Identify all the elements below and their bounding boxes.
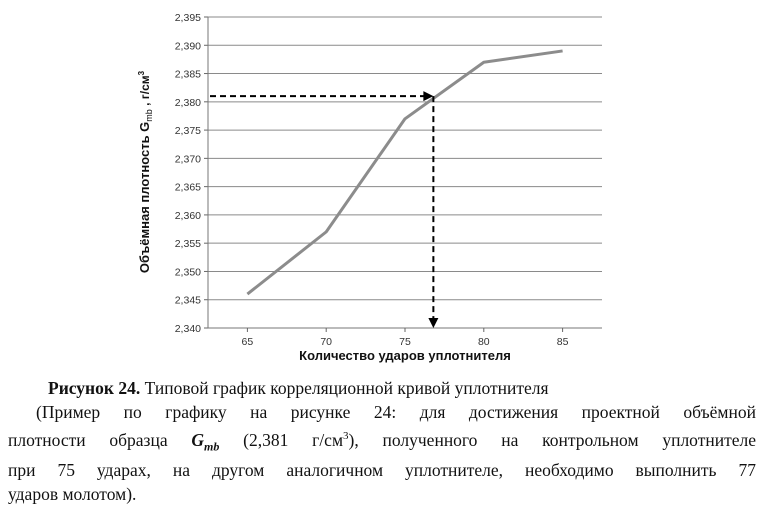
- x-tick-label: 65: [242, 336, 254, 348]
- y-tick-labels: 2,340 2,345 2,350 2,355 2,360 2,365 2,370 2,375…: [175, 12, 201, 335]
- arrowhead-right: [423, 91, 434, 102]
- caption-line-3: при 75 ударах, на другом аналогичном упл…: [8, 460, 756, 481]
- y-axis-title: Объёмная плотность Gmb , г/см3: [137, 70, 154, 273]
- arrowhead-down: [428, 318, 439, 328]
- caption-line-4: ударов молотом).: [8, 484, 137, 505]
- y-tick-label: 2,345: [175, 295, 201, 307]
- caption-line-1: (Пример по графику на рисунке 24: для до…: [36, 402, 756, 422]
- y-tick-label: 2,395: [175, 12, 201, 24]
- series-line: [246, 49, 563, 296]
- axes: [204, 16, 602, 332]
- x-tick-label: 70: [320, 336, 332, 348]
- y-tick-label: 2,355: [175, 238, 201, 250]
- x-tick-labels: 65 70 75 80 85: [242, 336, 569, 348]
- caption-line-2: плотности образца Gmb (2,381 г/см3), пол…: [8, 429, 756, 454]
- x-tick-label: 85: [557, 336, 569, 348]
- x-tick-label: 80: [478, 336, 490, 348]
- caption-title-text: Типовой график корреляционной кривой упл…: [140, 378, 549, 398]
- y-tick-label: 2,390: [175, 40, 201, 52]
- y-tick-label: 2,380: [175, 97, 201, 109]
- x-tick-label: 75: [399, 336, 411, 348]
- y-tick-label: 2,350: [175, 266, 201, 278]
- y-tick-label: 2,375: [175, 125, 201, 137]
- y-tick-label: 2,360: [175, 210, 201, 222]
- y-tick-label: 2,365: [175, 182, 201, 194]
- y-tick-label: 2,385: [175, 69, 201, 81]
- caption-title: Рисунок 24. Типовой график корреляционно…: [8, 376, 756, 400]
- annotation-arrows: [210, 91, 439, 328]
- y-tick-label: 2,340: [175, 323, 201, 335]
- grid-lines: [208, 16, 602, 301]
- series-group: [246, 49, 563, 296]
- chart: 2,340 2,345 2,350 2,355 2,360 2,365 2,370 2,375…: [137, 12, 602, 363]
- figure-caption: Рисунок 24. Типовой график корреляционно…: [8, 376, 756, 506]
- caption-figure-number: Рисунок 24.: [48, 378, 141, 398]
- x-axis-title: Количество ударов уплотнителя: [299, 348, 511, 363]
- y-tick-label: 2,370: [175, 153, 201, 165]
